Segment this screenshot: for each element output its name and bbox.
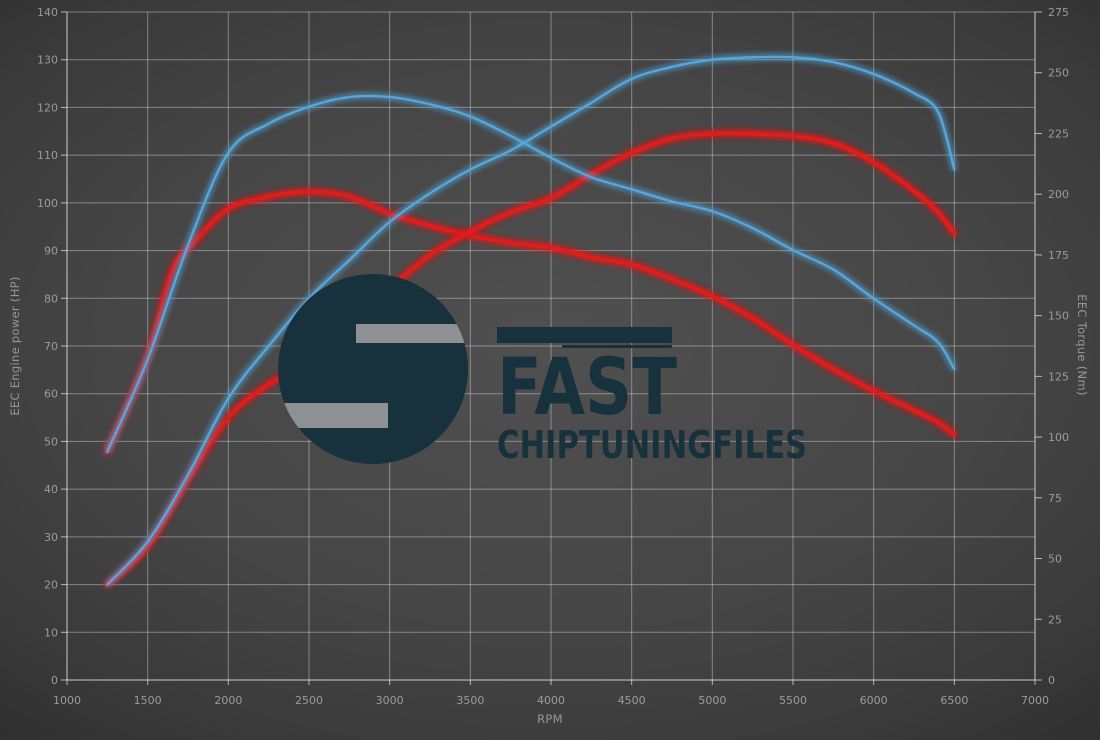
watermark-line1: FAST xyxy=(497,343,677,433)
blue-torque-curve xyxy=(106,94,956,453)
y-left-tick-label: 70 xyxy=(44,340,58,353)
y-right-tick-label: 175 xyxy=(1048,249,1069,262)
y-left-tick-label: 90 xyxy=(44,245,58,258)
y-left-tick-label: 40 xyxy=(44,483,58,496)
axes: 0 10 20 30 40 50 60 70 80 90 100 110 120 130 140 0 25 50 7… xyxy=(37,6,1069,707)
y-right-tick-label: 250 xyxy=(1048,67,1069,80)
logo-s-notch-top xyxy=(356,324,468,343)
logo-top-bar xyxy=(497,327,672,343)
x-tick-label: 4500 xyxy=(618,694,646,707)
x-tick-label: 3000 xyxy=(376,694,404,707)
x-tick-label: 2500 xyxy=(295,694,323,707)
y-left-tick-label: 140 xyxy=(37,6,58,19)
y-left-tick-label: 50 xyxy=(44,435,58,448)
x-tick-label: 5000 xyxy=(698,694,726,707)
logo-s-circle xyxy=(278,274,468,464)
x-tick-label: 2000 xyxy=(214,694,242,707)
x-tick-label: 7000 xyxy=(1021,694,1049,707)
y-right-tick-label: 125 xyxy=(1048,370,1069,383)
y-left-axis-title: EEC Engine power (HP) xyxy=(8,276,22,415)
x-tick-label: 6000 xyxy=(860,694,888,707)
y-left-tick-label: 110 xyxy=(37,149,58,162)
y-right-tick-label: 75 xyxy=(1048,492,1062,505)
x-tick-label: 3500 xyxy=(456,694,484,707)
red-power-curve xyxy=(105,131,957,587)
y-right-tick-label: 150 xyxy=(1048,310,1069,323)
watermark-logo: FAST CHIPTUNINGFILES xyxy=(278,274,807,467)
y-right-tick-label: 275 xyxy=(1048,6,1069,19)
y-right-tick-label: 0 xyxy=(1048,674,1055,687)
blue-power-curve xyxy=(106,55,956,586)
curves xyxy=(105,55,957,587)
watermark-line2: CHIPTUNINGFILES xyxy=(497,423,807,467)
logo-top-bar-underline xyxy=(562,345,672,348)
y-left-tick-label: 20 xyxy=(44,579,58,592)
y-left-tick-label: 30 xyxy=(44,531,58,544)
y-left-tick-label: 130 xyxy=(37,54,58,67)
x-tick-label: 1000 xyxy=(53,694,81,707)
logo-s-notch-bottom xyxy=(278,403,388,428)
y-right-tick-label: 225 xyxy=(1048,127,1069,140)
x-tick-label: 5500 xyxy=(779,694,807,707)
x-tick-label: 6500 xyxy=(940,694,968,707)
x-tick-label: 1500 xyxy=(134,694,162,707)
y-left-tick-label: 0 xyxy=(51,674,58,687)
y-left-tick-label: 120 xyxy=(37,101,58,114)
y-left-tick-label: 60 xyxy=(44,388,58,401)
y-left-tick-label: 80 xyxy=(44,292,58,305)
y-right-tick-label: 200 xyxy=(1048,188,1069,201)
y-right-tick-label: 50 xyxy=(1048,553,1062,566)
y-right-tick-label: 100 xyxy=(1048,431,1069,444)
y-right-axis-title: EEC Torque (Nm) xyxy=(1075,294,1089,395)
x-axis-title: RPM xyxy=(537,712,563,726)
x-tick-label: 4000 xyxy=(537,694,565,707)
y-right-tick-label: 25 xyxy=(1048,613,1062,626)
y-left-tick-label: 100 xyxy=(37,197,58,210)
y-left-tick-label: 10 xyxy=(44,626,58,639)
red-torque-curve xyxy=(105,189,957,454)
